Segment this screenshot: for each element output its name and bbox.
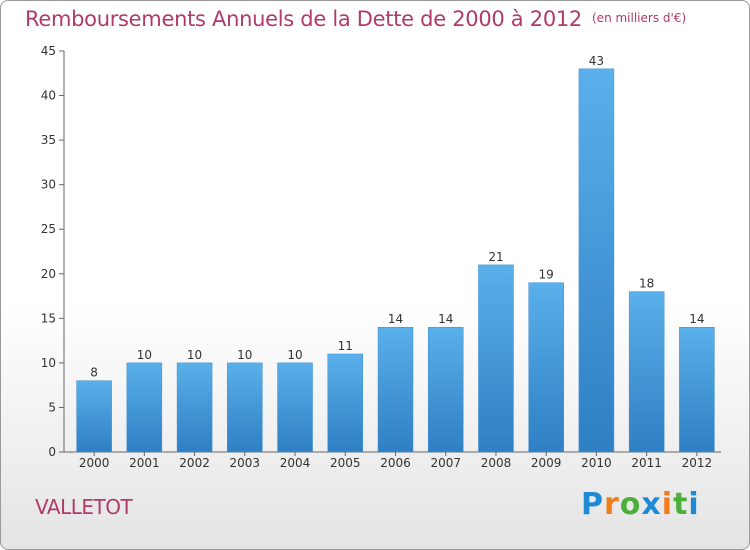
logo-letter: r [604, 487, 620, 522]
x-tick-label: 2011 [631, 456, 662, 470]
y-tick-label: 30 [41, 178, 56, 192]
bar-value-label: 14 [689, 312, 704, 326]
chart-title: Remboursements Annuels de la Dette de 20… [25, 7, 686, 31]
x-tick-label: 2006 [380, 456, 411, 470]
logo-letter: i [661, 487, 674, 522]
bar [176, 362, 213, 453]
logo-letter: o [619, 487, 642, 522]
y-tick-label: 0 [48, 445, 56, 459]
bar-value-label: 43 [589, 54, 604, 68]
x-tick-label: 2002 [179, 456, 210, 470]
chart-title-text: Remboursements Annuels de la Dette de 20… [25, 7, 582, 31]
bar-value-label: 8 [90, 366, 98, 380]
logo-letter: x [641, 487, 662, 522]
proxiti-logo[interactable]: Proxiti [581, 487, 700, 522]
x-tick-label: 2012 [682, 456, 713, 470]
x-tick-label: 2001 [129, 456, 160, 470]
x-tick-label: 2009 [531, 456, 562, 470]
bar-value-label: 14 [388, 312, 403, 326]
y-tick-label: 5 [48, 400, 56, 414]
bar-value-label: 10 [137, 348, 152, 362]
x-tick-label: 2003 [230, 456, 261, 470]
bar [578, 68, 615, 453]
bar-value-label: 18 [639, 277, 654, 291]
x-tick-label: 2000 [79, 456, 110, 470]
y-tick-label: 25 [41, 222, 56, 236]
x-tick-label: 2007 [430, 456, 461, 470]
bar-value-label: 14 [438, 312, 453, 326]
bar [628, 291, 665, 453]
bar [427, 326, 464, 453]
bar [679, 326, 715, 453]
bar [377, 326, 414, 453]
chart-bars [76, 68, 715, 453]
logo-letter: i [688, 487, 700, 522]
chart-labels: 8 2000 10 2001 10 2002 10 2003 10 2004 11 2005 14 200… [79, 54, 712, 470]
bar-value-label: 21 [488, 250, 503, 264]
bar [227, 362, 263, 453]
bar-value-label: 10 [287, 348, 302, 362]
y-tick-label: 20 [41, 267, 56, 281]
y-tick-label: 45 [41, 44, 56, 58]
bar [277, 362, 313, 453]
bar [126, 362, 163, 453]
x-tick-label: 2004 [280, 456, 311, 470]
y-tick-label: 35 [41, 133, 56, 147]
chart-unit-note: (en milliers d'€) [592, 11, 687, 25]
y-tick-label: 10 [41, 356, 56, 370]
commune-name: VALLETOT [35, 495, 133, 519]
y-tick-label: 40 [41, 89, 56, 103]
bar-value-label: 19 [539, 268, 554, 282]
bar [528, 282, 564, 453]
x-tick-label: 2005 [330, 456, 361, 470]
bar [76, 380, 112, 453]
bar [327, 353, 364, 453]
logo-letter: P [581, 487, 604, 522]
x-tick-label: 2010 [581, 456, 612, 470]
bar-value-label: 11 [338, 339, 353, 353]
x-tick-label: 2008 [481, 456, 512, 470]
bar [478, 264, 514, 453]
bar-value-label: 10 [187, 348, 202, 362]
logo-letter: t [673, 487, 689, 522]
chart-axes: 0 5 10 15 20 25 30 35 40 45 [41, 44, 721, 459]
bar-value-label: 10 [237, 348, 252, 362]
y-tick-label: 15 [41, 311, 56, 325]
